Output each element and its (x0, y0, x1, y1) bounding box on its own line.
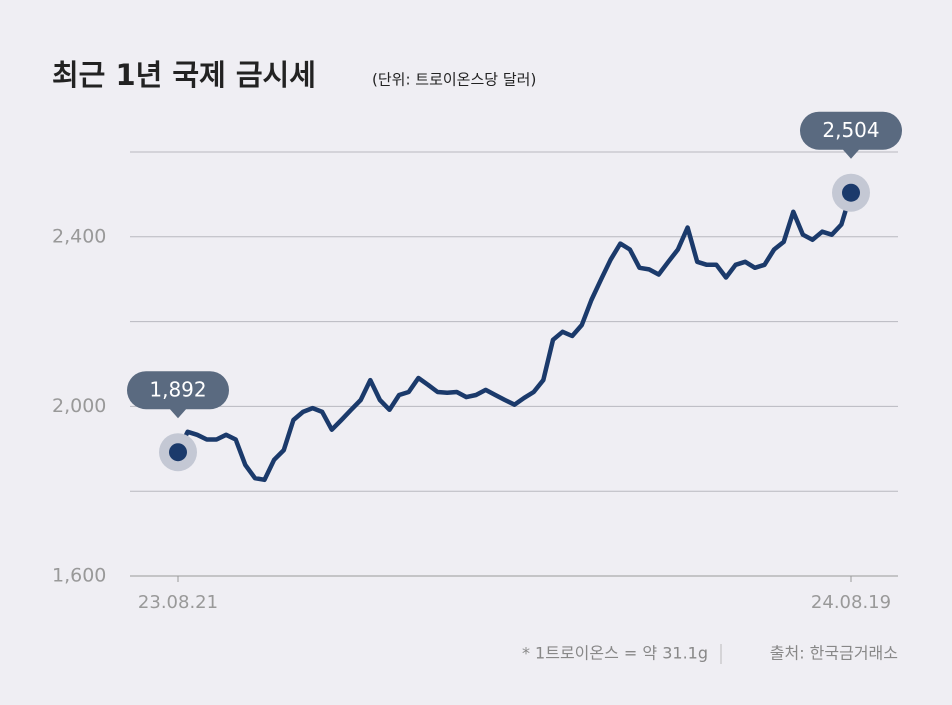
line (175, 190, 854, 483)
value-label: 1,892 (149, 378, 206, 402)
x-tick-label: 23.08.21 (138, 592, 218, 613)
value-label: 2,504 (822, 118, 879, 142)
chart-title: 최근 1년 국제 금시세 (52, 58, 316, 92)
callout (127, 371, 229, 419)
point (169, 443, 187, 462)
y-tick-label: 2,000 (52, 395, 106, 417)
point (842, 183, 860, 202)
y-tick-label: 2,400 (52, 225, 106, 247)
y-tick-label: 1,600 (52, 565, 106, 587)
x-tick-label: 24.08.19 (811, 592, 891, 613)
source: 출처: 한국금거래소 (770, 644, 898, 663)
chart-subtitle: (단위: 트로이온스당 달러) (372, 71, 536, 89)
footnote: * 1트로이온스 = 약 31.1g (522, 644, 708, 663)
callout (800, 111, 902, 159)
